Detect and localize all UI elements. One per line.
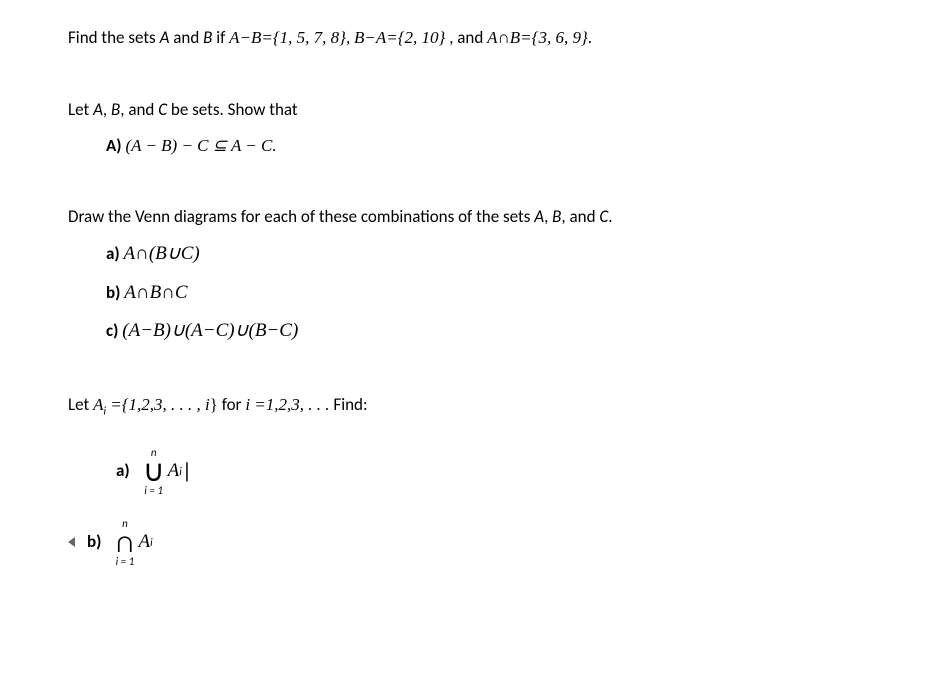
p1-comma2: , and (445, 27, 487, 48)
p3-C: C (599, 206, 608, 227)
problem-4-text: Let Ai ={1,2,3, . . . , i} for i =1,2,3,… (68, 393, 857, 419)
p4-a-term-A: A (168, 458, 180, 485)
p3-item-a: a) A∩(B∪C) (106, 241, 857, 268)
p4-lead1: Let (68, 394, 93, 415)
p4-item-a: a) n ∪ i = 1 Ai| (68, 447, 857, 496)
p1-lead: Find the sets (68, 27, 160, 48)
p2-a-label: A) (106, 135, 125, 156)
p2-c2: , and (120, 99, 158, 120)
p2-item-a: A) (A − B) − C ⊆ A − C. (106, 134, 857, 158)
problem-1-text: Find the sets A and B if A−B={1, 5, 7, 8… (68, 26, 857, 50)
p3-c-label: c) (106, 320, 122, 341)
p4-ivals: i =1,2,3, . . . (245, 395, 329, 414)
p2-c1: , (103, 99, 111, 120)
problem-3-text: Draw the Venn diagrams for each of these… (68, 205, 857, 229)
p3-c-expr: (A−B)∪(A−C)∪(B−C) (122, 320, 298, 341)
p2-C: C (158, 99, 167, 120)
p2-lead: Let (68, 99, 93, 120)
p4-for: for (218, 394, 245, 415)
p1-B: B (203, 27, 212, 48)
p1-comma1: , (346, 27, 354, 48)
union-bot: i = 1 (143, 485, 165, 496)
problem-1: Find the sets A and B if A−B={1, 5, 7, 8… (68, 26, 857, 50)
p4-b-label: b) (87, 530, 101, 554)
p3-a-expr: A∩(B∪C) (124, 243, 200, 264)
p4-items: a) n ∪ i = 1 Ai| b) n ∩ i = 1 Ai (68, 447, 857, 567)
p3-b-expr: A∩B∩C (124, 282, 187, 303)
p4-item-b: b) n ∩ i = 1 Ai (68, 518, 857, 567)
p2-A: A (93, 99, 103, 120)
p3-lead: Draw the Venn diagrams for each of these… (68, 206, 534, 227)
intersection-symbol: ∩ (114, 529, 135, 556)
p1-if: if (212, 27, 229, 48)
p4-brace: } (210, 395, 218, 414)
vertical-bar-icon: | (182, 456, 192, 487)
problem-2-text: Let A, B, and C be sets. Show that (68, 98, 857, 122)
p1-expr2: B−A={2, 10} (354, 28, 445, 47)
inter-bot: i = 1 (114, 556, 135, 567)
p4-eq: ={1,2,3, . . . , (106, 395, 205, 414)
p4-Ai: A (93, 395, 103, 414)
p3-item-b: b) A∩B∩C (106, 280, 857, 307)
union-symbol: ∪ (143, 458, 165, 485)
p4-b-term-A: A (138, 529, 150, 556)
p3-A: A (534, 206, 544, 227)
problem-2: Let A, B, and C be sets. Show that A) (A… (68, 98, 857, 158)
p3-b-label: b) (106, 282, 124, 303)
problem-3: Draw the Venn diagrams for each of these… (68, 205, 857, 345)
p4-a-label: a) (116, 459, 130, 483)
p1-dot: . (588, 27, 592, 48)
p1-and1: and (169, 27, 203, 48)
p3-c2: , and (561, 206, 599, 227)
union-operator: n ∪ i = 1 (143, 447, 165, 496)
intersection-operator: n ∩ i = 1 (114, 518, 135, 567)
problem-4: Let Ai ={1,2,3, . . . , i} for i =1,2,3,… (68, 393, 857, 567)
p2-a-expr: (A − B) − C ⊆ A − C. (125, 136, 276, 155)
p2-B: B (111, 99, 120, 120)
p1-expr1: A−B={1, 5, 7, 8} (229, 28, 346, 47)
p4-b-term-sub: i (150, 535, 153, 550)
p3-dot: . (608, 206, 612, 227)
p1-expr3: A∩B={3, 6, 9} (487, 28, 588, 47)
p1-A: A (160, 27, 170, 48)
p3-item-c: c) (A−B)∪(A−C)∪(B−C) (106, 318, 857, 345)
p3-c1: , (544, 206, 552, 227)
caret-left-icon (68, 537, 75, 547)
p2-rest: be sets. Show that (167, 99, 298, 120)
p4-find: Find: (330, 394, 368, 415)
p3-a-label: a) (106, 243, 124, 264)
